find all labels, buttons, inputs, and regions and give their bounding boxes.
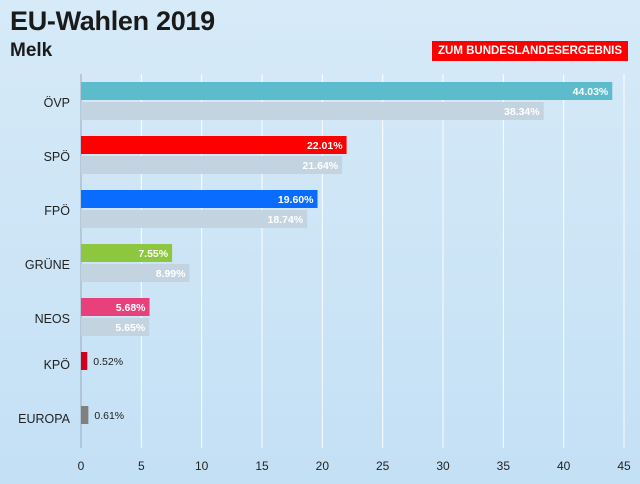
bar-current xyxy=(81,136,347,154)
x-tick-label: 5 xyxy=(138,459,145,473)
bar-current xyxy=(81,190,318,208)
category-label: FPÖ xyxy=(44,204,70,218)
x-tick-label: 20 xyxy=(316,459,330,473)
data-label-previous: 21.64% xyxy=(302,160,338,172)
data-label-current: 19.60% xyxy=(278,194,314,206)
data-label-current: 22.01% xyxy=(307,140,343,152)
x-tick-label: 0 xyxy=(78,459,85,473)
data-label-current: 44.03% xyxy=(573,86,609,98)
x-tick-label: 25 xyxy=(376,459,390,473)
bar-current xyxy=(81,82,613,100)
x-tick-label: 40 xyxy=(557,459,571,473)
bar-previous xyxy=(81,318,150,336)
x-tick-label: 30 xyxy=(436,459,450,473)
data-label-previous: 8.99% xyxy=(156,268,186,280)
bar-previous xyxy=(81,210,308,228)
data-label-current: 0.61% xyxy=(94,410,124,422)
data-label-current: 0.52% xyxy=(93,356,123,368)
category-label: KPÖ xyxy=(44,358,71,372)
bar-previous xyxy=(81,102,544,120)
x-tick-label: 15 xyxy=(255,459,269,473)
category-label: NEOS xyxy=(35,312,70,326)
bar-current xyxy=(81,406,89,424)
data-label-previous: 38.34% xyxy=(504,106,540,118)
category-label: SPÖ xyxy=(44,150,71,164)
category-label: GRÜNE xyxy=(25,258,70,272)
x-tick-label: 45 xyxy=(617,459,631,473)
x-tick-label: 10 xyxy=(195,459,209,473)
data-label-previous: 18.74% xyxy=(268,214,304,226)
bundeslandesergebnis-button[interactable]: ZUM BUNDESLANDESERGEBNIS xyxy=(431,41,628,61)
category-label: EUROPA xyxy=(18,412,71,426)
x-tick-label: 35 xyxy=(497,459,511,473)
bar-previous xyxy=(81,156,343,174)
bar-current xyxy=(81,298,150,316)
chart-subtitle: Melk xyxy=(10,40,53,61)
bar-current xyxy=(81,244,173,262)
chart-title: EU-Wahlen 2019 xyxy=(10,6,215,36)
data-label-current: 5.68% xyxy=(116,302,146,314)
category-label: ÖVP xyxy=(44,96,70,110)
bar-current xyxy=(81,352,88,370)
data-label-current: 7.55% xyxy=(138,248,168,260)
data-label-previous: 5.65% xyxy=(115,322,145,334)
bar-previous xyxy=(81,264,190,282)
